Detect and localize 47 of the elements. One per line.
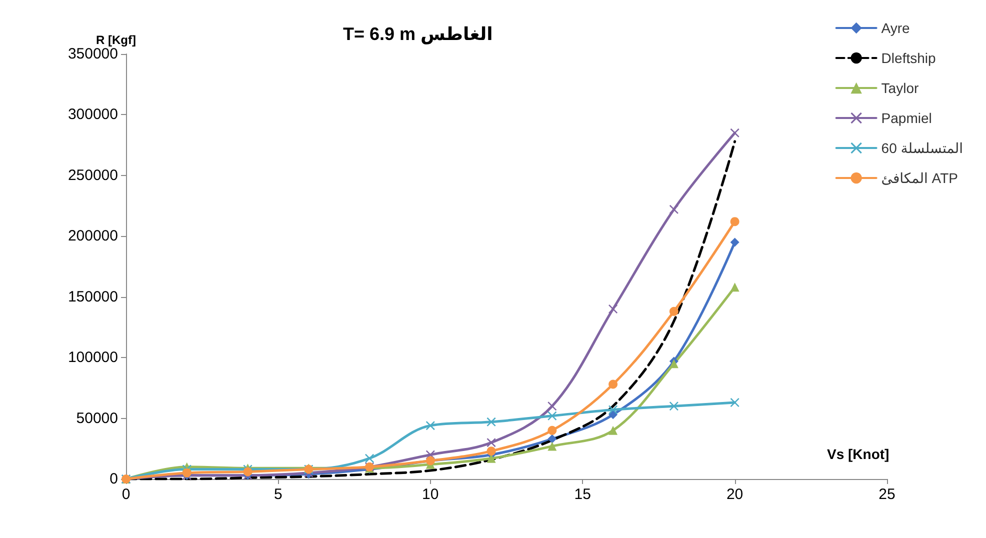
y-tick-label: 50000 (76, 410, 118, 427)
point (548, 402, 557, 411)
y-tick-label: 100000 (68, 349, 118, 366)
legend-label: المتسلسلة 60 (881, 140, 964, 156)
x-tick-label: 10 (422, 486, 439, 503)
x-axis-title: Vs [Knot] (827, 446, 890, 462)
y-tick-label: 300000 (68, 106, 118, 124)
point (669, 204, 678, 214)
point (548, 426, 557, 435)
point (182, 468, 192, 478)
legend-label: Papmiel (881, 110, 932, 126)
point (669, 359, 678, 368)
point (669, 306, 678, 316)
x-tick-label: 20 (726, 486, 744, 503)
point (243, 467, 252, 476)
point (730, 398, 740, 407)
legend-label: Ayre (881, 20, 910, 36)
legend-label: Taylor (881, 80, 919, 96)
legend-label: Dleftship (881, 50, 936, 66)
point (730, 217, 740, 226)
point (548, 442, 557, 451)
y-tick-label: 250000 (68, 166, 118, 184)
point (486, 438, 496, 448)
point (730, 282, 740, 292)
y-tick-label: 0 (110, 470, 118, 488)
point (486, 446, 496, 456)
legend-label: المكافئ ATP (881, 170, 958, 186)
point (730, 238, 740, 247)
x-tick-label: 25 (878, 486, 896, 503)
point (486, 417, 496, 426)
point (730, 128, 740, 138)
point (365, 454, 374, 463)
point (548, 411, 557, 420)
y-axis-title: R [Kgf] (96, 33, 136, 47)
point (608, 426, 618, 435)
point (548, 434, 557, 444)
point (426, 421, 435, 430)
point (608, 380, 618, 389)
x-tick-label: 0 (122, 486, 130, 503)
x-tick-label: 15 (574, 486, 591, 503)
y-tick-label: 350000 (68, 46, 118, 62)
point (608, 405, 618, 414)
x-tick-label: 5 (274, 486, 282, 503)
chart-title: T= 6.9 m الغاطس (343, 24, 493, 45)
y-tick-label: 150000 (68, 288, 118, 306)
y-tick-label: 200000 (68, 228, 118, 245)
point (669, 402, 678, 411)
